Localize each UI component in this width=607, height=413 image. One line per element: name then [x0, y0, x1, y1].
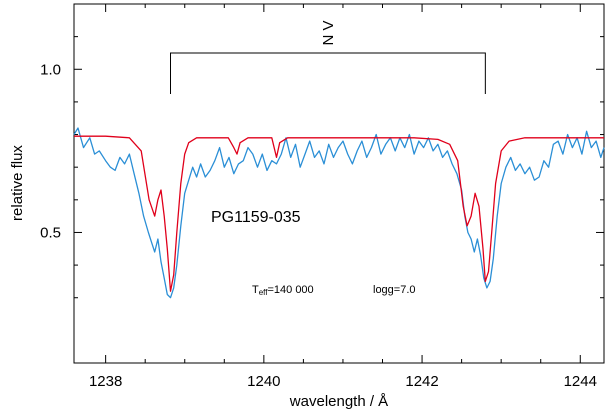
axis-ticks	[74, 4, 604, 363]
axis-tick-labels: 1238 1240 1242 1244 0.5 1.0	[40, 61, 597, 390]
x-tick-label: 1238	[89, 373, 122, 390]
y-tick-label: 1.0	[40, 61, 61, 78]
nv-line-label: N V	[320, 20, 337, 45]
series-layer	[73, 127, 605, 299]
model-spectrum-line	[74, 135, 604, 292]
x-tick-label: 1244	[564, 373, 597, 390]
plot-frame	[73, 3, 605, 364]
x-axis-title: wavelength / Å	[289, 393, 388, 410]
teff-value: =140 000	[267, 284, 313, 296]
x-tick-label: 1240	[247, 373, 280, 390]
y-axis-title: relative flux	[9, 145, 26, 221]
logg-label: logg=7.0	[373, 284, 416, 296]
object-name-label: PG1159-035	[211, 209, 301, 226]
observed-spectrum-line	[73, 127, 605, 299]
annotations: N V PG1159-035 Teff=140 000 logg=7.0	[170, 20, 486, 297]
teff-subscript: eff	[259, 288, 269, 297]
teff-label: Teff=140 000	[252, 284, 314, 297]
x-tick-label: 1242	[405, 373, 438, 390]
teff-symbol: T	[252, 284, 259, 296]
y-tick-label: 0.5	[40, 224, 61, 241]
nv-bracket	[170, 52, 486, 94]
